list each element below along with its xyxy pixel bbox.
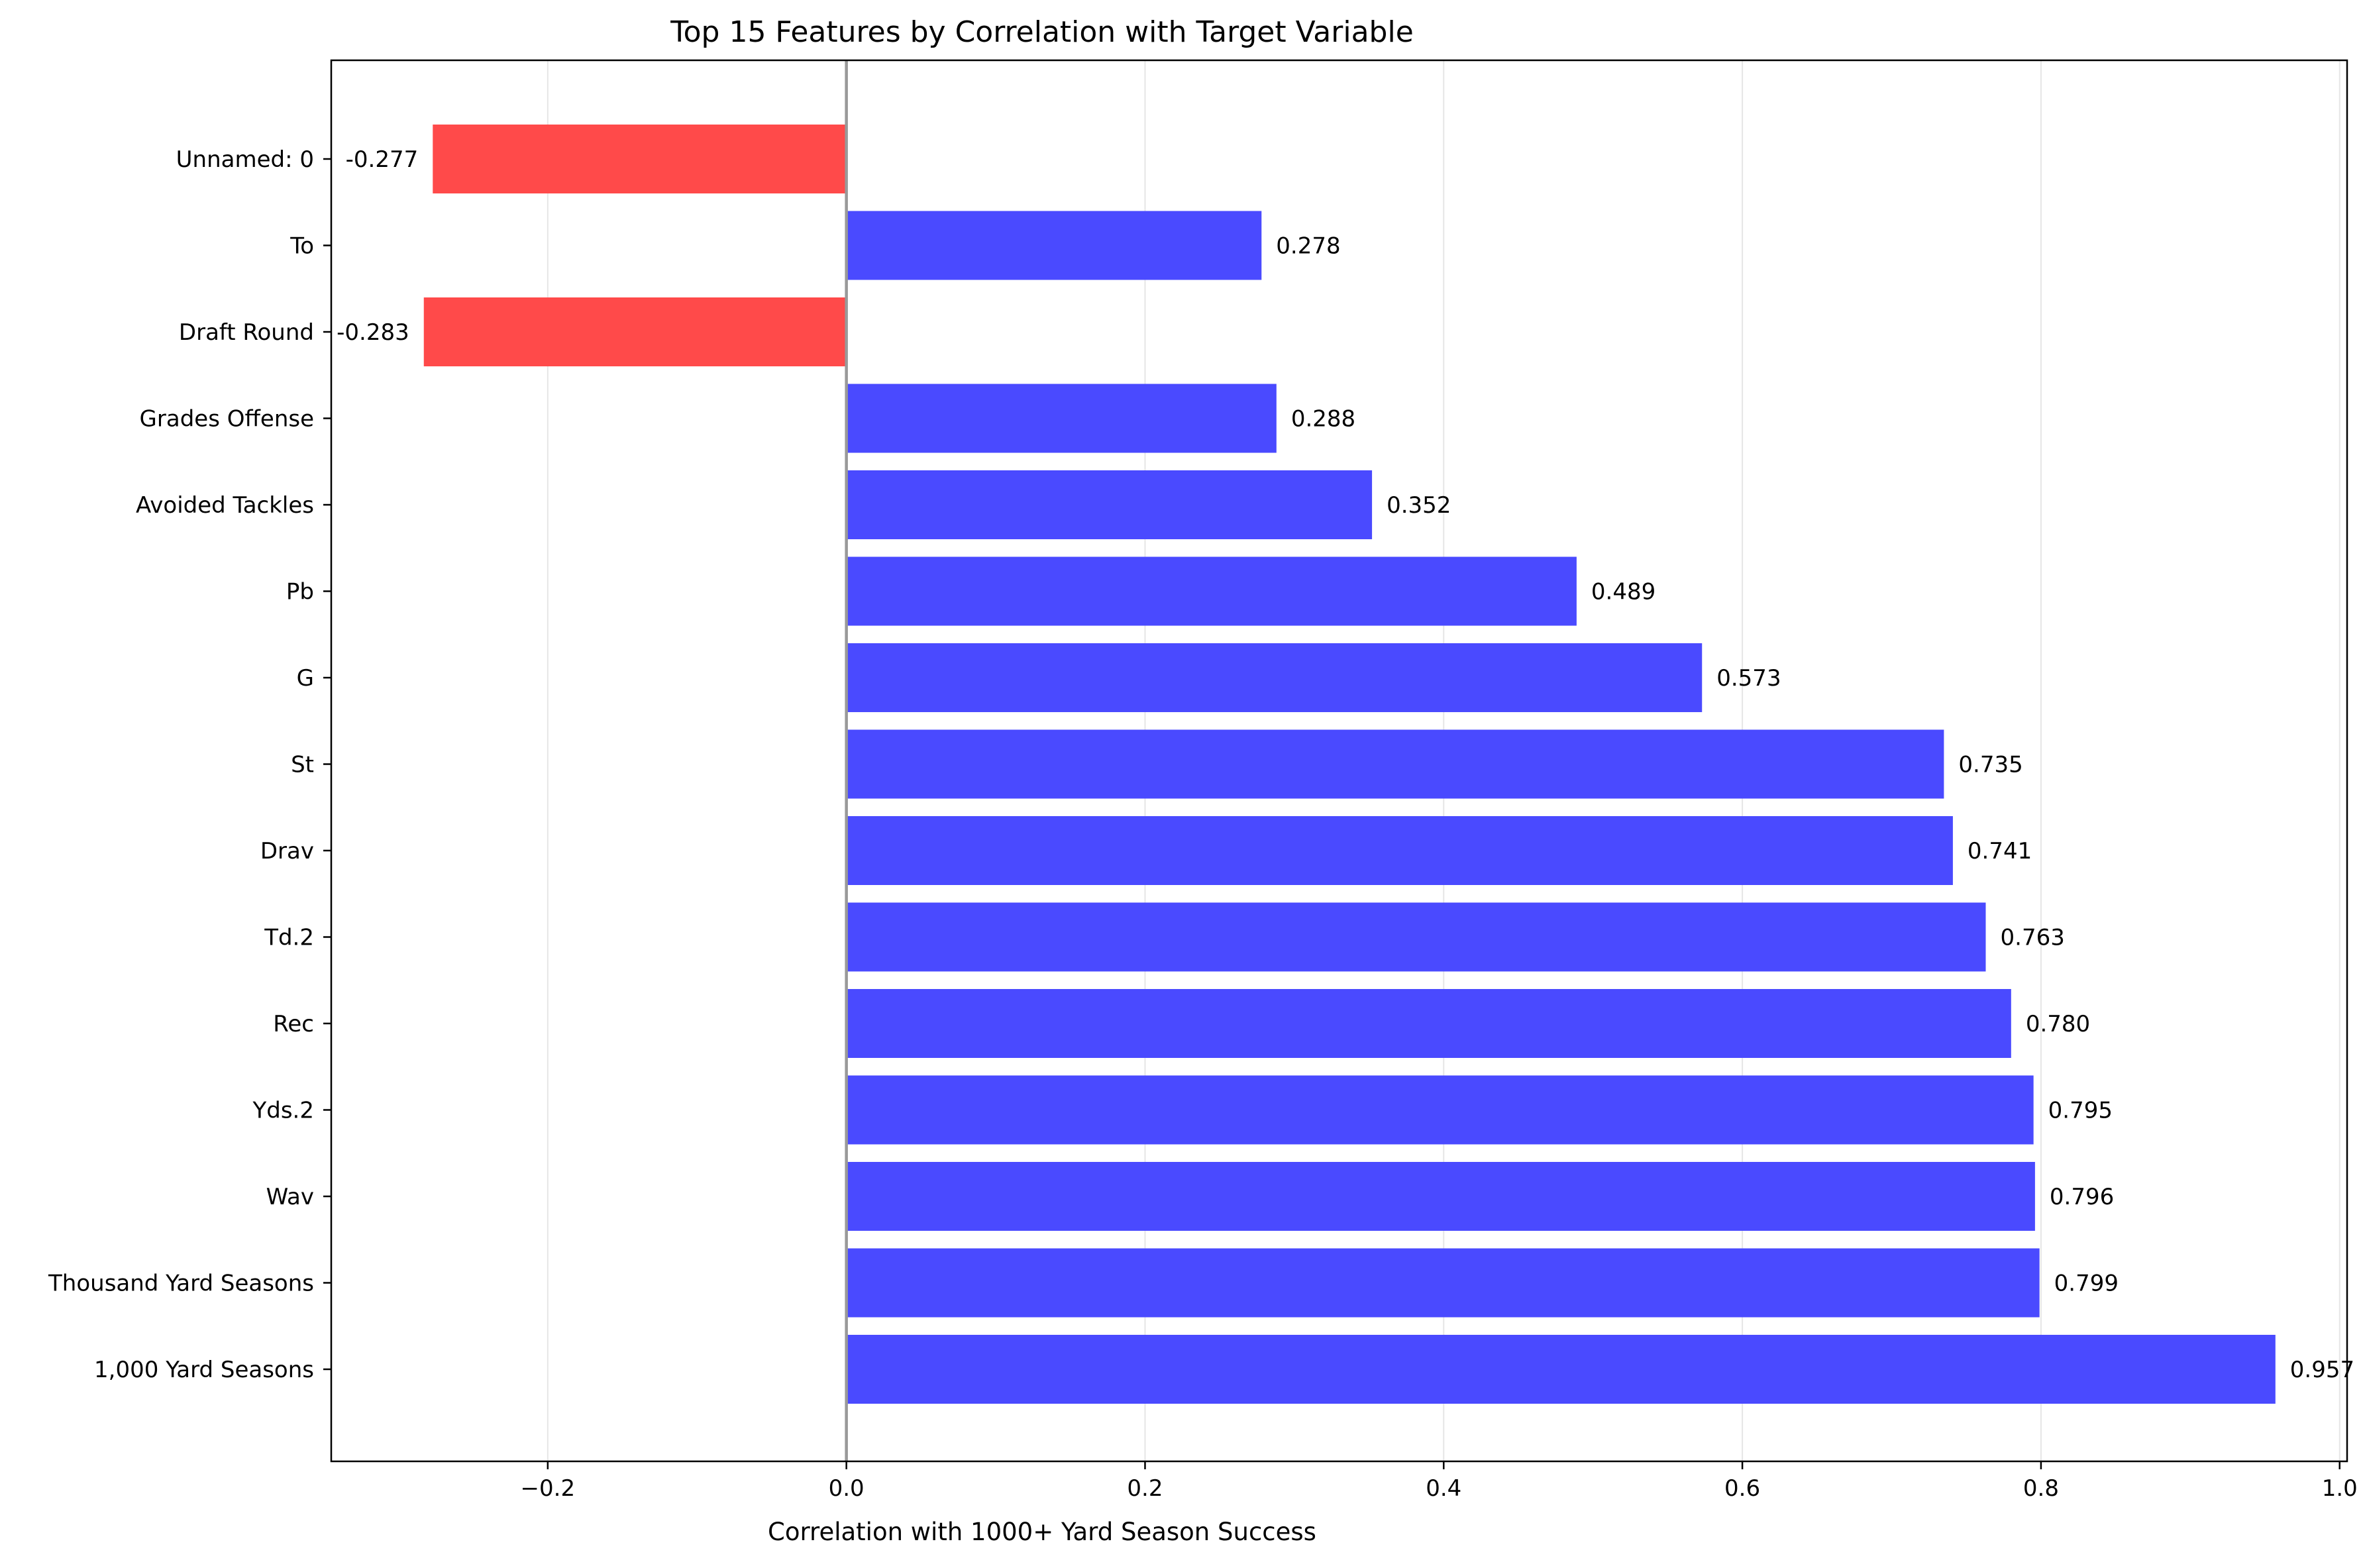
y-tick-label: St [291,752,314,778]
y-tick-label: Draft Round [179,319,314,346]
bar-value-labels: -0.277 0.278 -0.283 0.288 0.352 0.489 0.573 0.7… [337,146,2354,1383]
bar-value-label: 0.780 [2026,1011,2090,1037]
bar-value-label: 0.799 [2054,1271,2119,1297]
bar-8 [846,816,1953,885]
bar-value-label: 0.796 [2050,1184,2114,1210]
bar-value-label: 0.735 [1958,752,2022,778]
x-tick-label: 0.4 [1426,1475,1461,1502]
bar-1 [846,211,1262,280]
bar-value-label: 0.957 [2290,1357,2354,1383]
bar-10 [846,989,2011,1058]
x-tick-label: 0.0 [829,1475,865,1502]
bar-11 [846,1075,2034,1145]
bar-value-label: 0.741 [1968,838,2032,864]
y-tick-label: Yds.2 [252,1098,314,1124]
x-axis-ticks: −0.2 0.0 0.2 0.4 0.6 0.8 1.0 [521,1461,2358,1502]
y-tick-label: Drav [260,838,314,864]
bar-value-label: 0.278 [1276,233,1340,260]
bar-value-label: -0.277 [346,146,419,173]
plot-frame [330,59,2348,1463]
y-tick-label: Rec [273,1011,314,1037]
bar-value-label: 0.489 [1591,579,1655,605]
x-tick-label: 0.8 [2023,1475,2059,1502]
bar-7 [846,729,1944,799]
y-axis-ticks: Unnamed: 0 To Draft Round Grades Offense Avo… [48,146,331,1383]
y-tick-label: 1,000 Yard Seasons [94,1357,314,1383]
bar-value-label: 0.288 [1291,406,1355,433]
bar-12 [846,1162,2035,1231]
bar-0 [433,125,847,193]
bar-9 [846,902,1986,972]
y-tick-label: Thousand Yard Seasons [48,1271,314,1297]
bar-value-label: 0.763 [2001,925,2065,951]
bar-6 [846,643,1703,712]
x-tick-label: 0.6 [1724,1475,1760,1502]
x-tick-label: 1.0 [2322,1475,2358,1502]
bar-2 [423,297,847,366]
y-tick-label: Avoided Tackles [136,492,314,519]
y-tick-label: Td.2 [264,925,314,951]
x-tick-label: 0.2 [1127,1475,1163,1502]
y-tick-label: Wav [266,1184,314,1210]
bar-13 [846,1248,2040,1318]
x-axis-label: Correlation with 1000+ Yard Season Succe… [768,1518,1316,1546]
y-tick-label: Unnamed: 0 [176,146,314,173]
bar-4 [846,470,1373,539]
bar-14 [846,1335,2276,1404]
bar-value-label: -0.283 [337,319,409,346]
y-tick-label: G [297,665,314,692]
x-tick-label: −0.2 [521,1475,576,1502]
bar-5 [846,556,1577,626]
bar-value-label: 0.573 [1716,665,1781,692]
bar-value-label: 0.795 [2048,1098,2113,1124]
y-tick-label: To [289,233,314,260]
bar-value-label: 0.352 [1387,492,1451,519]
bar-3 [846,384,1277,453]
y-tick-label: Pb [286,579,314,605]
bars [423,125,2276,1404]
y-tick-label: Grades Offense [140,406,314,433]
chart-title: Top 15 Features by Correlation with Targ… [670,15,1414,49]
